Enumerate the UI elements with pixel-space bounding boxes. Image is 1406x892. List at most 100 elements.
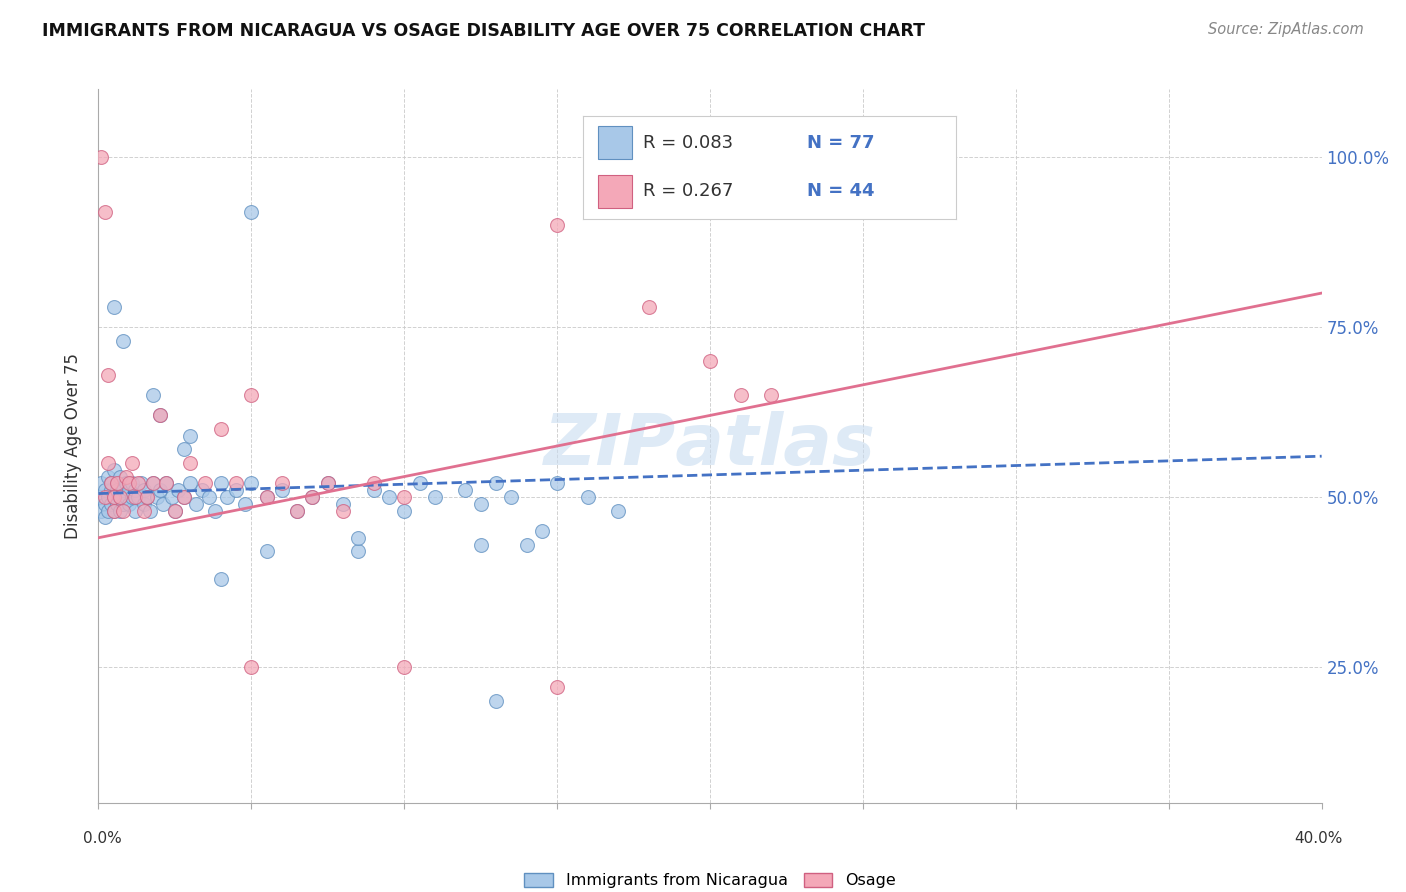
Point — [530, 524, 553, 538]
Point — [108, 469, 131, 483]
Point — [470, 537, 492, 551]
Text: 0.0%: 0.0% — [83, 831, 122, 846]
FancyBboxPatch shape — [599, 127, 631, 159]
Point — [194, 476, 217, 491]
Point — [115, 469, 138, 483]
Point — [103, 463, 125, 477]
Point — [124, 483, 146, 498]
Point — [233, 497, 256, 511]
Point — [363, 476, 385, 491]
Point — [108, 503, 131, 517]
Point — [215, 490, 238, 504]
Point — [392, 490, 416, 504]
Point — [576, 490, 599, 504]
Point — [145, 490, 167, 504]
Point — [285, 503, 308, 517]
Point — [392, 503, 416, 517]
Point — [316, 476, 339, 491]
Legend: Immigrants from Nicaragua, Osage: Immigrants from Nicaragua, Osage — [517, 866, 903, 892]
Point — [179, 456, 201, 470]
Point — [111, 483, 134, 498]
Point — [93, 204, 115, 219]
Point — [470, 497, 492, 511]
Point — [408, 476, 430, 491]
Point — [316, 476, 339, 491]
Point — [129, 476, 152, 491]
Point — [127, 476, 149, 491]
Point — [100, 476, 122, 491]
Point — [93, 490, 115, 504]
Point — [108, 490, 131, 504]
Point — [270, 483, 292, 498]
Point — [546, 218, 568, 232]
Point — [163, 503, 186, 517]
Point — [100, 476, 122, 491]
Point — [485, 694, 508, 708]
Text: IMMIGRANTS FROM NICARAGUA VS OSAGE DISABILITY AGE OVER 75 CORRELATION CHART: IMMIGRANTS FROM NICARAGUA VS OSAGE DISAB… — [42, 22, 925, 40]
Point — [256, 544, 278, 558]
Point — [759, 388, 782, 402]
Point — [142, 388, 165, 402]
Point — [270, 476, 292, 491]
Point — [111, 497, 134, 511]
Point — [699, 354, 721, 368]
Point — [155, 476, 177, 491]
Point — [173, 490, 195, 504]
Point — [209, 572, 232, 586]
Point — [301, 490, 323, 504]
Point — [637, 300, 661, 314]
Point — [100, 483, 122, 498]
Point — [332, 497, 354, 511]
Point — [105, 476, 128, 491]
Point — [240, 476, 263, 491]
Point — [163, 503, 186, 517]
Point — [186, 497, 208, 511]
Point — [225, 476, 247, 491]
Point — [149, 409, 172, 423]
Point — [256, 490, 278, 504]
Point — [152, 497, 174, 511]
Point — [485, 476, 508, 491]
Text: 40.0%: 40.0% — [1295, 831, 1343, 846]
Point — [191, 483, 214, 498]
Point — [285, 503, 308, 517]
Point — [90, 503, 112, 517]
Point — [115, 476, 138, 491]
Point — [160, 490, 183, 504]
Point — [103, 503, 125, 517]
Point — [155, 476, 177, 491]
Text: ZIP​atlas: ZIP​atlas — [544, 411, 876, 481]
Point — [105, 483, 128, 498]
Point — [100, 497, 122, 511]
Point — [256, 490, 278, 504]
Point — [142, 476, 165, 491]
Point — [139, 503, 162, 517]
Point — [127, 490, 149, 504]
Point — [134, 483, 156, 498]
Point — [197, 490, 219, 504]
Point — [225, 483, 247, 498]
Point — [209, 476, 232, 491]
Point — [121, 456, 143, 470]
Point — [118, 483, 141, 498]
Point — [179, 476, 201, 491]
Point — [103, 300, 125, 314]
Point — [93, 483, 115, 498]
Point — [118, 476, 141, 491]
Point — [136, 490, 159, 504]
Point — [240, 388, 263, 402]
Point — [121, 490, 143, 504]
Point — [167, 483, 190, 498]
Point — [97, 469, 120, 483]
Point — [149, 409, 172, 423]
Point — [332, 503, 354, 517]
Point — [90, 476, 112, 491]
Point — [118, 497, 141, 511]
Point — [93, 510, 115, 524]
Point — [173, 490, 195, 504]
Point — [347, 531, 370, 545]
Point — [240, 660, 263, 674]
Point — [103, 490, 125, 504]
Point — [97, 490, 120, 504]
Point — [124, 490, 146, 504]
